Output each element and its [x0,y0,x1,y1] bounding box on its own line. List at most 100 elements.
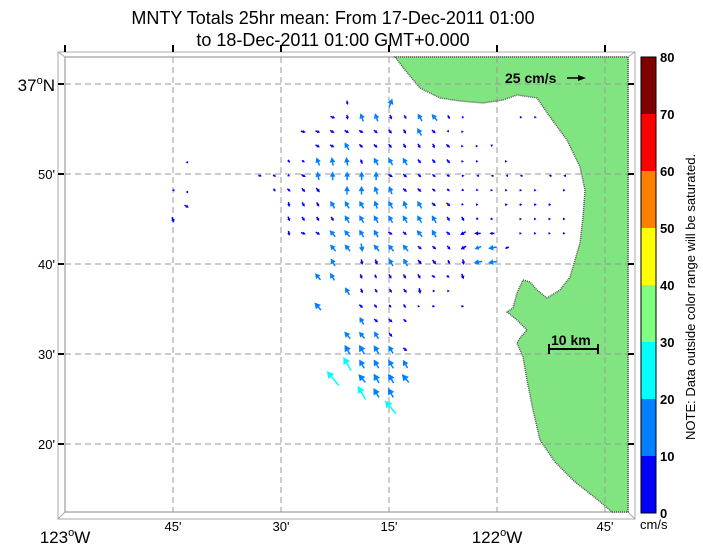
current-vector [314,302,322,311]
current-vector [403,258,409,267]
current-vector [402,215,408,224]
current-vector [344,129,350,133]
current-vector [287,173,291,177]
colorbar-segment [641,57,656,114]
current-vector [373,388,380,398]
current-vector [314,273,322,281]
colorbar-segment [641,285,656,342]
current-vector [475,217,479,220]
current-vector [461,259,466,266]
current-vector [446,129,449,133]
current-vector [330,115,336,119]
current-vector [402,200,408,209]
current-vector [315,187,320,193]
current-vector [476,174,480,178]
current-vector [326,371,340,386]
current-vector [417,127,423,136]
current-vector [272,188,276,192]
current-vector [388,304,392,308]
current-vector [417,245,422,250]
current-vector [301,187,306,193]
current-vector [402,231,407,236]
current-vector [359,344,366,355]
current-vector [447,115,450,120]
current-vector [373,143,378,148]
current-vector [185,160,189,164]
current-vector [461,202,464,206]
current-vector [461,304,465,308]
current-vector [431,158,436,164]
current-vector [388,244,395,252]
current-vector [373,229,379,238]
current-vector [329,157,336,166]
current-vector [388,345,394,354]
reference-vector-label: 25 cm/s [505,70,557,86]
current-vector [301,216,305,222]
current-vector [388,173,393,178]
current-vector [373,244,380,252]
y-tick-label: 20' [38,437,55,452]
current-vector [417,200,423,209]
colorbar: 0 10 20 30 40 50 60 70 80 [640,50,674,521]
current-vector [287,201,291,208]
current-vector [374,331,380,340]
current-vector [358,243,365,253]
current-vector [446,245,451,250]
current-vector [329,144,335,148]
title-line-2: to 18-Dec-2011 01:00 GMT+0.000 [196,30,469,50]
hemisphere: W [74,528,90,547]
current-vector [359,316,365,325]
current-vector [475,188,479,192]
current-vector [359,200,365,209]
colorbar-tick-label: 80 [660,50,674,65]
current-vector [358,304,364,308]
degree-symbol: o [500,527,506,539]
current-vector [417,259,422,265]
colorbar-segment [641,228,656,285]
current-vector [360,288,364,294]
current-vector [387,388,395,398]
scale-bar-label: 10 km [551,332,591,348]
current-vector [431,259,437,265]
current-vector [460,245,467,250]
current-vector [373,304,378,308]
current-vector [345,287,351,296]
current-vector [504,203,508,206]
current-vector [316,216,320,222]
current-vector [373,171,379,181]
current-vector [402,304,406,309]
current-vector [432,304,436,308]
current-vector [563,217,566,221]
current-vector [490,174,494,178]
colorbar-unit: cm/s [640,517,668,532]
current-vector [388,215,394,224]
current-vector [460,273,465,280]
current-vector [359,229,365,238]
current-vector [344,344,351,355]
hemisphere: N [43,76,55,95]
current-vector [330,272,336,281]
current-vector [315,171,322,181]
y-tick-label: 30' [38,347,55,362]
current-vector [287,159,290,163]
colorbar-segment [641,399,656,456]
current-vector [417,304,421,308]
current-vector [359,113,365,122]
current-vector [388,318,393,323]
current-vector [505,174,509,178]
current-vector [402,274,406,279]
current-vector [519,115,523,119]
current-vector [504,246,510,249]
current-vector [301,202,305,207]
current-vector [373,113,380,122]
current-vector [417,215,423,224]
current-vector [475,160,479,163]
current-vector [548,174,552,178]
current-vector [417,143,421,149]
current-vector [287,216,291,222]
reference-arrow-icon [567,75,586,81]
current-vector [402,143,406,149]
current-vector [272,174,277,177]
current-vector [360,159,364,165]
